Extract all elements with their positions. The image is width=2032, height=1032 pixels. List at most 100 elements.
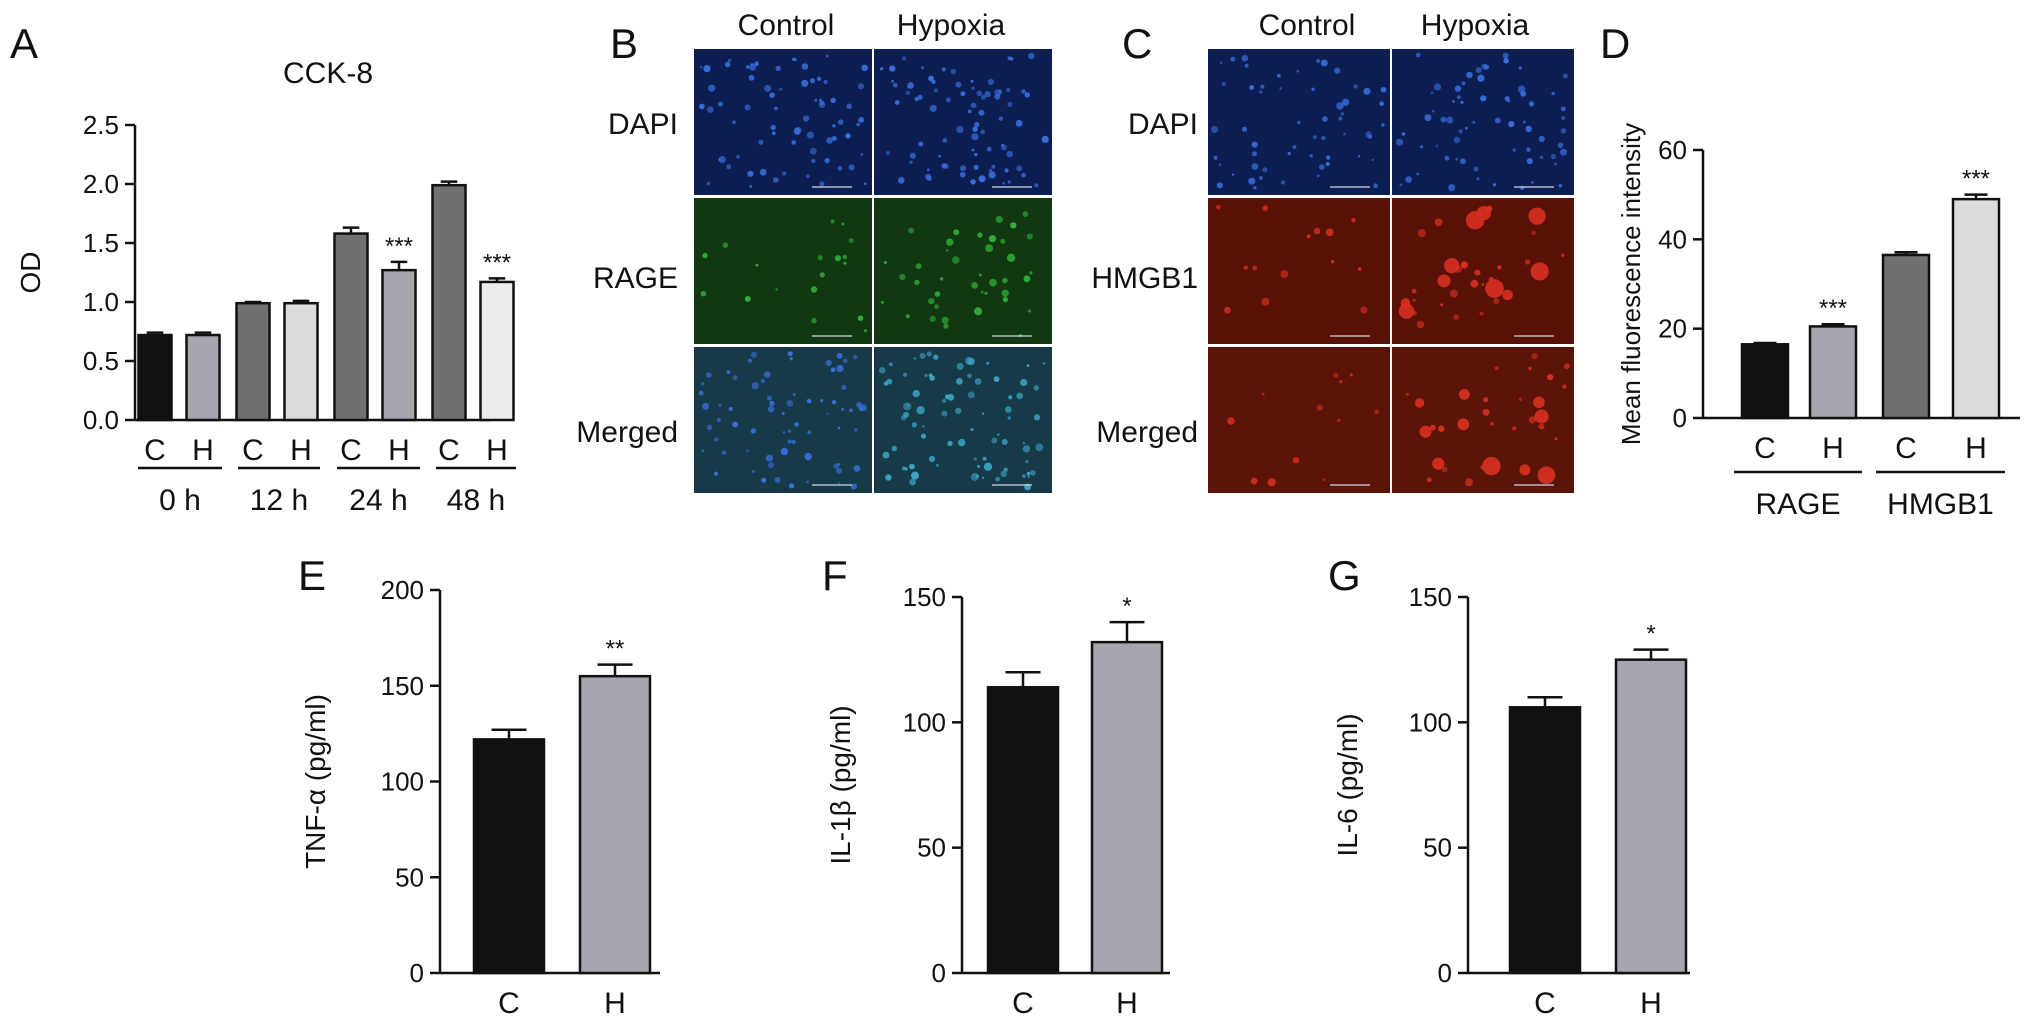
y-tick-label: 1.5: [83, 228, 119, 258]
chart-fluorescence: 0 20 40 60 Mean fluorescence intensity C *** H C…: [1616, 123, 2020, 521]
cell-spot: [913, 357, 917, 360]
cell-spot: [1021, 89, 1026, 94]
cell-spot: [1000, 238, 1006, 244]
cell-spot: [1006, 150, 1013, 158]
cell-spot: [1024, 92, 1031, 98]
cell-spot: [939, 277, 944, 281]
cell-spot: [956, 378, 963, 385]
bar: [1508, 706, 1582, 975]
micrograph-dapi-hypoxia-background: [1392, 49, 1574, 195]
cell-spot: [708, 84, 716, 92]
y-tick-label: 20: [1658, 314, 1687, 344]
panel-letter-c: C: [1122, 20, 1152, 67]
cell-spot: [848, 238, 854, 243]
cell-spot: [773, 177, 779, 183]
row-label-rage-b: RAGE: [593, 262, 678, 295]
cell-spot: [1434, 218, 1443, 227]
cell-spot: [1022, 445, 1031, 453]
cell-spot: [700, 382, 705, 386]
micrograph-hmgb1-hypoxia: [1392, 198, 1574, 344]
cell-spot: [1558, 184, 1563, 188]
cell-spot: [1027, 475, 1030, 478]
bright-cell-spot: [1530, 262, 1549, 281]
cell-spot: [1316, 404, 1323, 411]
cell-spot: [938, 154, 942, 158]
bar: [1951, 197, 2001, 420]
cell-spot: [1405, 392, 1409, 396]
cell-spot: [909, 152, 916, 159]
bright-cell-spot: [1528, 207, 1546, 225]
y-tick-label: 50: [395, 862, 424, 892]
cell-spot: [1517, 85, 1526, 93]
cell-spot: [801, 79, 809, 87]
cell-spot: [1322, 478, 1326, 482]
y-tick-label: 2.5: [83, 110, 119, 140]
cell-spot: [791, 140, 796, 145]
cell-spot: [775, 65, 781, 72]
bright-cell-spot: [1398, 303, 1415, 319]
cell-spot: [993, 376, 1000, 383]
y-tick-label: 1.0: [83, 287, 119, 317]
cell-spot: [746, 449, 749, 453]
bar: [578, 674, 652, 975]
group-label: RAGE: [1755, 488, 1840, 521]
cell-spot: [1531, 230, 1536, 236]
cell-spot: [1554, 162, 1557, 166]
cell-spot: [833, 463, 839, 469]
cell-spot: [698, 390, 704, 396]
cell-spot: [1512, 148, 1517, 152]
cell-spot: [836, 352, 843, 359]
cell-spot: [1539, 155, 1544, 160]
y-tick-label: 0: [932, 958, 946, 988]
col-label-hypoxia-c: Hypoxia: [1421, 9, 1530, 42]
cell-spot: [928, 75, 934, 82]
cell-spot: [956, 362, 964, 370]
cell-spot: [1454, 85, 1462, 92]
cell-spot: [980, 290, 984, 294]
cell-spot: [1306, 234, 1311, 239]
cell-spot: [749, 185, 753, 188]
cell-spot: [1460, 261, 1468, 269]
y-tick-label: 0: [1438, 958, 1452, 988]
cell-spot: [1528, 416, 1536, 424]
cell-spot: [1424, 114, 1432, 122]
y-tick-label: 0: [410, 958, 424, 988]
cell-spot: [916, 406, 925, 415]
cell-spot: [774, 476, 781, 483]
cell-spot: [926, 168, 930, 172]
cell-spot: [760, 378, 766, 384]
cell-spot: [922, 425, 925, 428]
cell-spot: [1216, 182, 1223, 189]
cell-spot: [1494, 117, 1501, 124]
cell-spot: [747, 170, 754, 177]
cell-spot: [944, 394, 950, 400]
significance-marker: *: [1646, 621, 1655, 648]
cell-spot: [911, 422, 917, 428]
cell-spot: [1001, 289, 1009, 297]
cell-spot: [1224, 306, 1231, 314]
cell-spot: [767, 461, 775, 469]
cell-spot: [832, 124, 836, 128]
cell-spot: [1512, 426, 1517, 431]
cell-spot: [1002, 277, 1008, 284]
cell-spot: [995, 476, 1000, 482]
cell-spot: [1023, 275, 1031, 283]
cell-spot: [977, 464, 980, 468]
cell-spot: [1007, 102, 1013, 107]
micrograph-merged-rage-control: [694, 347, 872, 493]
cell-spot: [1518, 397, 1522, 401]
cell-spot: [792, 57, 796, 61]
bar: [1881, 253, 1931, 420]
cell-spot: [857, 315, 864, 322]
cell-spot: [842, 254, 847, 260]
cell-spot: [1458, 129, 1463, 134]
cell-spot: [892, 82, 898, 88]
cell-spot: [960, 91, 966, 97]
x-category-label: C: [1012, 987, 1034, 1020]
panel-letter-d: D: [1600, 20, 1630, 67]
cell-spot: [1026, 471, 1031, 476]
cell-spot: [882, 451, 890, 459]
bar: [1740, 343, 1790, 420]
cell-spot: [841, 407, 845, 411]
